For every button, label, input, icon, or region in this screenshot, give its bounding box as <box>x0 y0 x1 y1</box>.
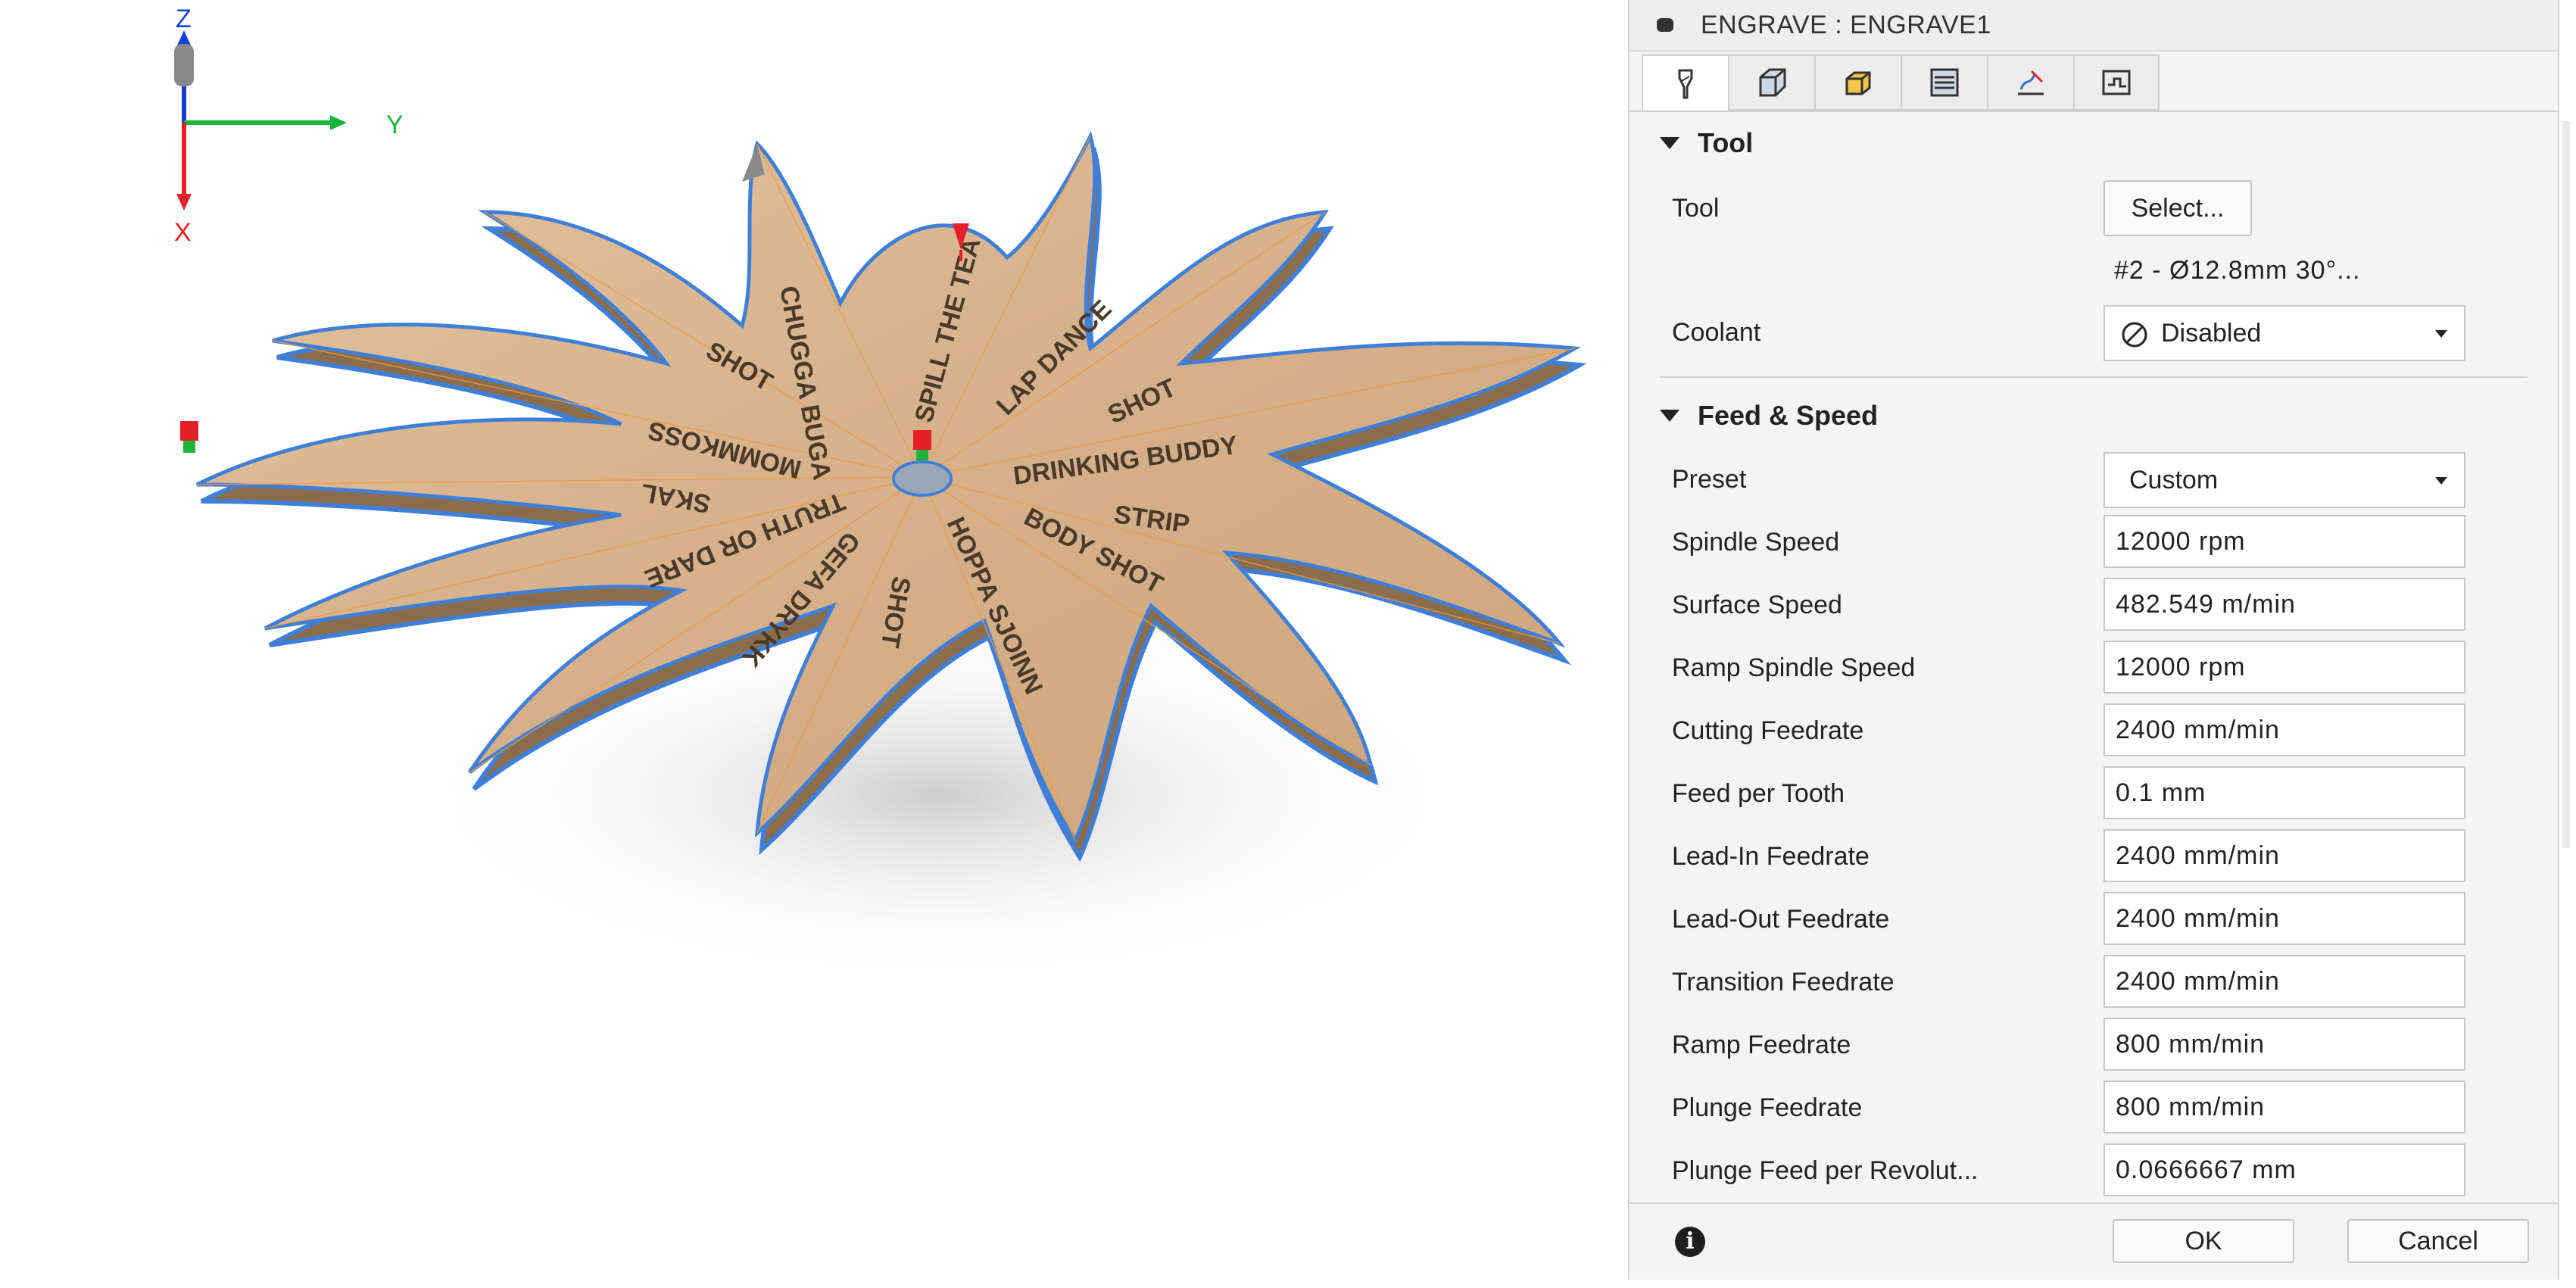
transition-feedrate-field[interactable]: 2400 mm/min <box>2104 955 2465 1008</box>
dialog-scrollbar[interactable] <box>2562 121 2570 848</box>
feed-per-tooth-label: Feed per Tooth <box>1672 779 1845 808</box>
feed-per-tooth-field[interactable]: 0.1 mm <box>2104 766 2465 819</box>
tool-marker-center <box>913 430 931 460</box>
transition-feedrate-label: Transition Feedrate <box>1672 968 1895 996</box>
info-icon[interactable]: i <box>1675 1227 1705 1257</box>
geometry-tab-icon <box>1759 68 1786 97</box>
axis-x-label: X <box>174 218 192 247</box>
coolant-label: Coolant <box>1672 318 1761 347</box>
tab-divider <box>1629 111 2558 112</box>
surface-speed-field[interactable]: 482.549 m/min <box>2104 578 2465 631</box>
preset-dropdown[interactable]: Custom <box>2104 452 2465 508</box>
lead-out-feedrate-label: Lead-Out Feedrate <box>1672 905 1890 934</box>
select-tool-button[interactable]: Select... <box>2104 180 2252 236</box>
plunge-feedrate-label: Plunge Feedrate <box>1672 1093 1863 1122</box>
entry-arrow <box>742 144 765 182</box>
tool-marker-top <box>953 223 969 261</box>
coolant-value: Disabled <box>2161 319 2262 348</box>
post-tab[interactable] <box>2073 55 2160 111</box>
axis-z-label: Z <box>176 5 192 33</box>
tool-description: #2 - Ø12.8mm 30°... <box>2114 256 2361 285</box>
engrave-dialog: ENGRAVE : ENGRAVE1 <box>1628 0 2559 1280</box>
tool-tab-icon <box>1678 69 1693 99</box>
ok-button[interactable]: OK <box>2113 1219 2294 1263</box>
disabled-icon <box>2122 322 2147 348</box>
geometry-tab[interactable] <box>1728 55 1814 111</box>
tool-label: Tool <box>1672 194 1720 223</box>
post-tab-icon <box>2102 70 2131 95</box>
ramp-spindle-speed-field[interactable]: 12000 rpm <box>2104 641 2465 694</box>
spindle-speed-label: Spindle Speed <box>1672 528 1840 557</box>
ramp-spindle-speed-label: Ramp Spindle Speed <box>1672 653 1916 682</box>
viewport-canvas[interactable]: Z Y X <box>0 0 1628 1288</box>
lead-out-feedrate-field[interactable]: 2400 mm/min <box>2104 892 2465 945</box>
axis-y-label: Y <box>386 111 404 139</box>
coolant-dropdown[interactable]: Disabled <box>2104 305 2465 361</box>
plunge-feed-per-revolution-field[interactable]: 0.0666667 mm <box>2104 1143 2465 1196</box>
tool-section-title: Tool <box>1698 127 1754 158</box>
surface-speed-label: Surface Speed <box>1672 591 1842 619</box>
chevron-down-icon <box>2435 477 2447 485</box>
dialog-title-bar[interactable]: ENGRAVE : ENGRAVE1 <box>1629 0 2558 51</box>
linking-tab-icon <box>2018 70 2044 95</box>
heights-tab-icon <box>1845 71 1871 95</box>
tool-section-header[interactable]: Tool <box>1660 127 1753 159</box>
dialog-footer: i OK Cancel <box>1629 1202 2558 1280</box>
ramp-feedrate-label: Ramp Feedrate <box>1672 1031 1851 1059</box>
model-shadow <box>409 606 1469 984</box>
preset-value: Custom <box>2129 466 2219 494</box>
cancel-button[interactable]: Cancel <box>2347 1219 2529 1263</box>
dialog-tabs <box>1642 55 2160 112</box>
feed-section-title: Feed & Speed <box>1698 400 1879 431</box>
chevron-down-icon <box>2435 330 2447 338</box>
preset-label: Preset <box>1672 465 1747 494</box>
wood-model[interactable]: SHOT CHUGGA BUGA SPILL THE TEA LAP DANCE… <box>180 131 1587 862</box>
ramp-feedrate-field[interactable]: 800 mm/min <box>2104 1018 2465 1071</box>
tool-tab[interactable] <box>1642 55 1728 111</box>
heights-tab[interactable] <box>1814 55 1901 111</box>
passes-tab-icon <box>1930 68 1959 97</box>
dialog-icon <box>1657 18 1673 32</box>
cutting-feedrate-label: Cutting Feedrate <box>1672 716 1864 745</box>
passes-tab[interactable] <box>1901 55 1987 111</box>
sunburst-top-surface <box>195 131 1582 845</box>
linking-tab[interactable] <box>1987 55 2073 111</box>
tool-marker-left <box>180 421 198 453</box>
lead-in-feedrate-label: Lead-In Feedrate <box>1672 842 1870 871</box>
collapse-triangle-icon <box>1660 410 1679 422</box>
lead-in-feedrate-field[interactable]: 2400 mm/min <box>2104 829 2465 882</box>
collapse-triangle-icon <box>1660 137 1679 149</box>
feed-section-header[interactable]: Feed & Speed <box>1660 400 1878 432</box>
dialog-title: ENGRAVE : ENGRAVE1 <box>1701 10 1991 39</box>
axis-triad[interactable]: Z Y X <box>174 5 404 247</box>
cutting-feedrate-field[interactable]: 2400 mm/min <box>2104 703 2465 756</box>
plunge-feed-per-revolution-label: Plunge Feed per Revolut... <box>1672 1156 1979 1185</box>
3d-viewport[interactable]: Z Y X <box>0 0 1628 1288</box>
plunge-feedrate-field[interactable]: 800 mm/min <box>2104 1081 2465 1134</box>
spindle-speed-field[interactable]: 12000 rpm <box>2104 515 2465 568</box>
section-divider <box>1660 376 2528 378</box>
